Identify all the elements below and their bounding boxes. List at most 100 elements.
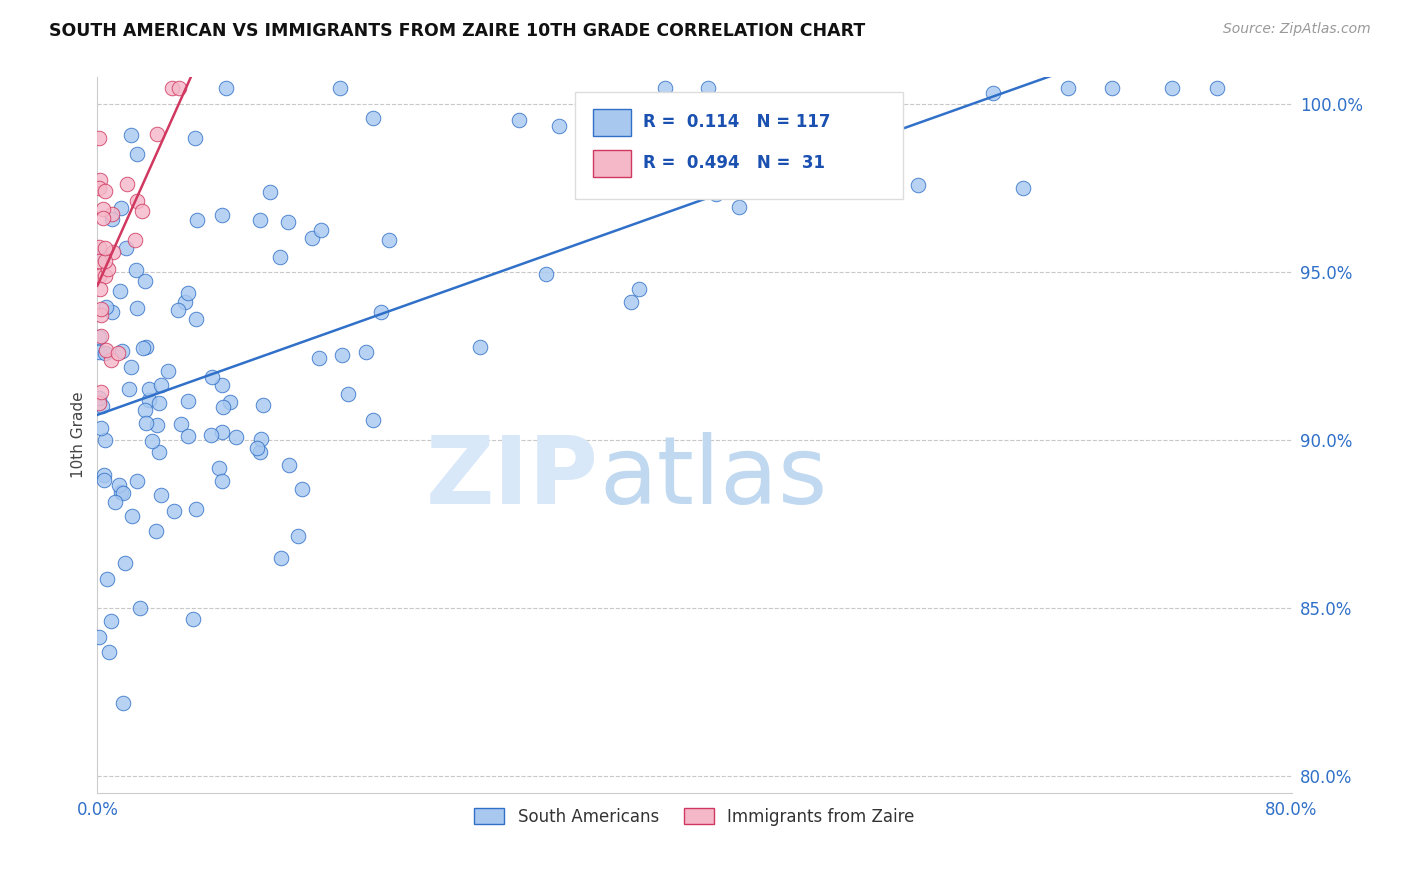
Point — [104, 495, 127, 509]
Point — [87, 392, 110, 406]
Point — [93, 473, 115, 487]
Point — [94, 434, 117, 448]
Point — [377, 234, 399, 248]
Point — [87, 630, 110, 644]
Point — [336, 387, 359, 401]
Point — [94, 268, 117, 283]
Point — [91, 202, 114, 217]
Point — [101, 207, 124, 221]
Point — [96, 343, 118, 358]
Point — [219, 394, 242, 409]
Point — [1056, 80, 1078, 95]
Point — [127, 194, 149, 209]
Point — [124, 233, 146, 247]
Legend: South Americans, Immigrants from Zaire: South Americans, Immigrants from Zaire — [465, 800, 922, 834]
Point — [672, 120, 695, 135]
Point — [111, 343, 134, 358]
Text: SOUTH AMERICAN VS IMMIGRANTS FROM ZAIRE 10TH GRADE CORRELATION CHART: SOUTH AMERICAN VS IMMIGRANTS FROM ZAIRE … — [49, 22, 866, 40]
Point — [121, 509, 143, 524]
Point — [1011, 180, 1033, 194]
Point — [250, 433, 273, 447]
Point — [138, 392, 160, 407]
Point — [211, 475, 233, 489]
Point — [146, 128, 169, 142]
Point — [146, 417, 169, 432]
Point — [110, 201, 132, 215]
Point — [97, 262, 120, 277]
Point — [94, 300, 117, 314]
Point — [536, 267, 558, 281]
Point — [111, 696, 134, 710]
Point — [89, 396, 111, 410]
Point — [90, 308, 112, 322]
Point — [89, 268, 111, 283]
Point — [654, 80, 676, 95]
Point — [329, 80, 352, 95]
Point — [101, 245, 124, 260]
Point — [361, 112, 384, 126]
Point — [370, 305, 392, 319]
Point — [269, 251, 291, 265]
Point — [301, 231, 323, 245]
Point — [134, 274, 156, 288]
Point — [110, 484, 132, 499]
Point — [277, 458, 299, 472]
Point — [907, 178, 929, 192]
Point — [697, 80, 720, 95]
Point — [572, 93, 595, 107]
Point — [101, 211, 124, 226]
Point — [173, 295, 195, 310]
Point — [120, 359, 142, 374]
Point — [163, 504, 186, 518]
Point — [90, 385, 112, 400]
Point — [87, 239, 110, 253]
Point — [160, 80, 183, 95]
FancyBboxPatch shape — [575, 92, 904, 199]
Point — [125, 146, 148, 161]
Point — [308, 351, 330, 365]
Point — [309, 223, 332, 237]
Point — [90, 399, 112, 413]
Text: atlas: atlas — [599, 432, 827, 524]
Point — [100, 305, 122, 319]
Point — [93, 249, 115, 263]
Point — [91, 211, 114, 226]
Point — [128, 601, 150, 615]
Point — [107, 346, 129, 360]
Point — [89, 173, 111, 187]
Point — [200, 428, 222, 442]
Point — [669, 100, 692, 114]
Point — [169, 80, 191, 95]
Point — [201, 370, 224, 384]
Point — [166, 302, 188, 317]
Point — [1206, 80, 1229, 95]
Point — [170, 417, 193, 431]
Point — [225, 429, 247, 443]
Point — [135, 340, 157, 354]
Point — [87, 253, 110, 268]
Point — [508, 112, 530, 127]
Point — [112, 485, 135, 500]
Point — [93, 346, 115, 360]
Point — [361, 413, 384, 427]
Point — [208, 460, 231, 475]
Point — [93, 468, 115, 483]
Text: R =  0.114   N = 117: R = 0.114 N = 117 — [643, 113, 831, 131]
Point — [184, 130, 207, 145]
Text: ZIP: ZIP — [426, 432, 599, 524]
Point — [704, 187, 727, 202]
Point — [134, 403, 156, 417]
Point — [135, 416, 157, 430]
Point — [150, 488, 173, 502]
Point — [1101, 80, 1123, 95]
Point — [277, 215, 299, 229]
Point — [184, 312, 207, 326]
Point — [120, 128, 142, 142]
Point — [177, 394, 200, 409]
Point — [141, 434, 163, 448]
Point — [211, 425, 233, 439]
FancyBboxPatch shape — [593, 109, 631, 136]
Point — [90, 420, 112, 434]
Point — [627, 281, 650, 295]
Point — [249, 212, 271, 227]
